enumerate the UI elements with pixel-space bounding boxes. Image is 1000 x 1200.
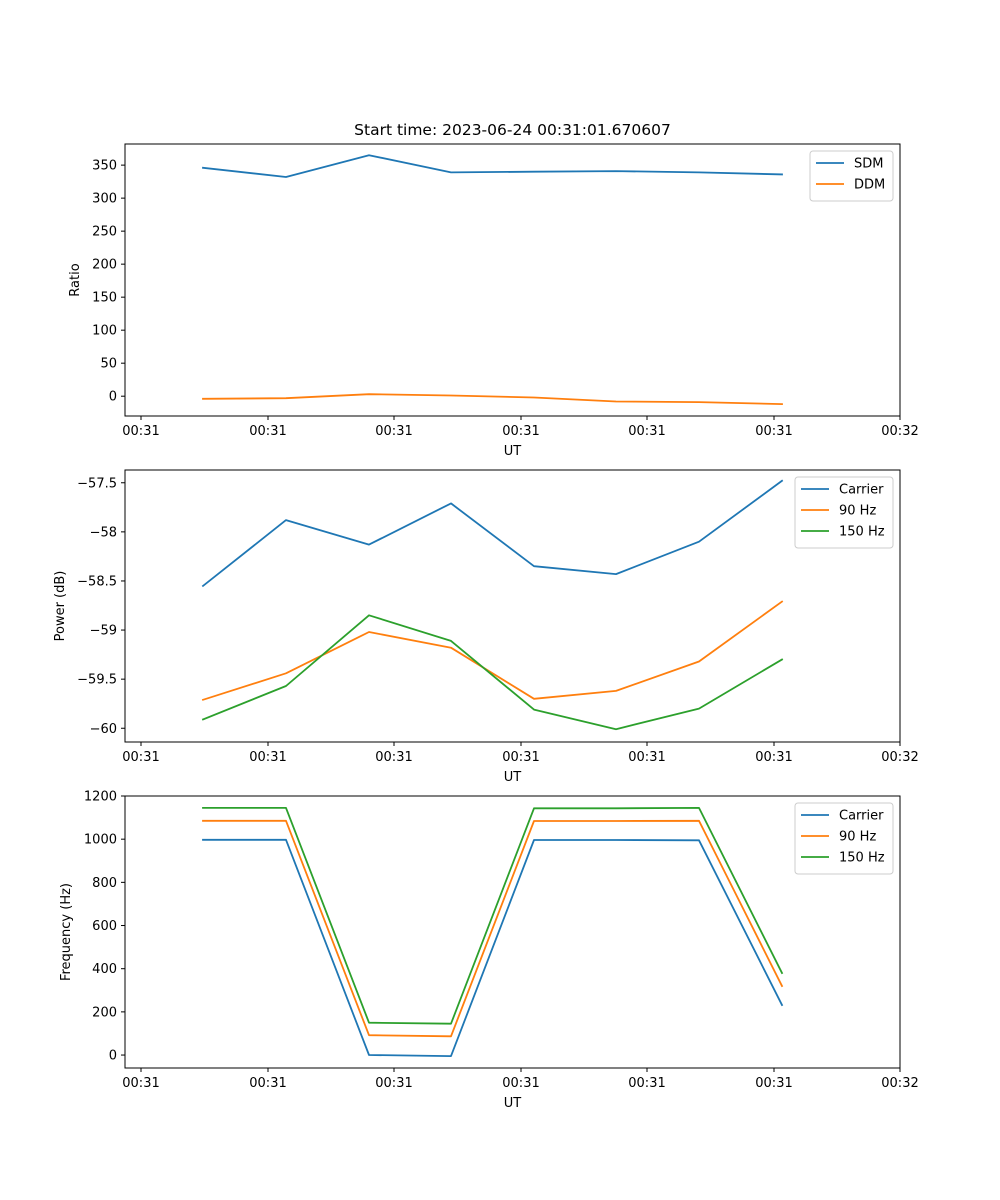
y-tick-label: 200 (92, 1005, 117, 1020)
x-tick-label: 00:31 (122, 1076, 159, 1091)
series-line-carrier (202, 838, 784, 1057)
y-tick-label: 1200 (84, 790, 117, 805)
y-tick-label: −58.5 (77, 574, 117, 589)
series-line-sdm (202, 154, 783, 178)
x-tick-label: 00:31 (755, 1076, 792, 1091)
y-axis-label: Ratio (68, 263, 83, 296)
x-axis-label: UT (504, 1096, 522, 1111)
series-line-ddm (202, 393, 783, 406)
x-tick-label: 00:31 (502, 750, 539, 765)
y-tick-label: 200 (92, 258, 117, 273)
legend: Carrier 90 Hz 150 Hz (794, 802, 894, 875)
y-axis-label: Power (dB) (53, 571, 68, 642)
x-tick-label: 00:31 (755, 424, 792, 439)
y-tick-label: 0 (109, 1049, 117, 1064)
y-tick-label: 600 (92, 919, 117, 934)
legend-entry: 150 Hz (839, 525, 885, 540)
legend-entry: Carrier (839, 809, 884, 824)
x-tick-label: 00:31 (628, 424, 665, 439)
y-tick-label: 400 (92, 962, 117, 977)
y-tick-label: 250 (92, 225, 117, 240)
x-tick-label: 00:31 (375, 1076, 412, 1091)
x-tick-label: 00:31 (375, 424, 412, 439)
y-axis-label: Frequency (Hz) (59, 883, 74, 981)
series-line-carrier (201, 479, 784, 588)
x-tick-label: 00:32 (881, 750, 918, 765)
plot-frame (124, 469, 901, 743)
y-tick-label: 100 (92, 324, 117, 339)
legend-entry: 150 Hz (839, 851, 885, 866)
y-tick-label: −57.5 (77, 476, 117, 491)
x-tick-label: 00:31 (628, 750, 665, 765)
y-tick-label: 800 (92, 876, 117, 891)
plot-frame (124, 143, 901, 417)
x-tick-label: 00:31 (249, 750, 286, 765)
x-tick-label: 00:32 (881, 424, 918, 439)
legend-entry: SDM (854, 157, 883, 172)
x-axis-label: UT (504, 444, 522, 459)
x-tick-label: 00:31 (502, 1076, 539, 1091)
x-tick-label: 00:31 (502, 424, 539, 439)
y-tick-label: 50 (100, 357, 117, 372)
legend-entry: Carrier (839, 483, 884, 498)
series-line-150-hz (201, 614, 784, 731)
x-tick-label: 00:31 (755, 750, 792, 765)
subplot-3: 00:31 00:31 00:31 00:31 00:31 00:31 00:32 0 200 4… (59, 790, 919, 1112)
y-tick-label: 0 (109, 390, 117, 405)
legend-entry: DDM (854, 178, 885, 193)
x-tick-label: 00:31 (249, 424, 286, 439)
y-tick-label: 350 (92, 159, 117, 174)
series-line-150-hz (202, 807, 784, 1025)
x-axis-label: UT (504, 770, 522, 785)
y-tick-label: 150 (92, 291, 117, 306)
y-tick-label: 300 (92, 192, 117, 207)
y-tick-label: −59.5 (77, 673, 117, 688)
y-tick-label: −58 (90, 525, 117, 540)
chart-title: Start time: 2023-06-24 00:31:01.670607 (354, 121, 671, 139)
x-tick-label: 00:31 (375, 750, 412, 765)
x-tick-label: 00:31 (122, 750, 159, 765)
x-tick-label: 00:31 (122, 424, 159, 439)
legend-entry: 90 Hz (839, 504, 876, 519)
y-tick-label: 1000 (84, 833, 117, 848)
series-line-90-hz (201, 600, 784, 701)
x-tick-label: 00:31 (249, 1076, 286, 1091)
x-tick-label: 00:32 (881, 1076, 918, 1091)
legend: Carrier 90 Hz 150 Hz (794, 476, 894, 549)
subplot-2: 00:31 00:31 00:31 00:31 00:31 00:31 00:32 −60 −5… (53, 469, 919, 785)
legend: SDM DDM (809, 150, 894, 202)
y-tick-label: −59 (90, 624, 117, 639)
plot-frame (124, 795, 901, 1069)
legend-entry: 90 Hz (839, 830, 876, 845)
y-tick-label: −60 (90, 722, 117, 737)
series-line-90-hz (202, 819, 784, 1038)
x-tick-label: 00:31 (628, 1076, 665, 1091)
subplot-1: 00:31 00:31 00:31 00:31 00:31 00:31 00:32 0 50 10… (68, 121, 919, 459)
